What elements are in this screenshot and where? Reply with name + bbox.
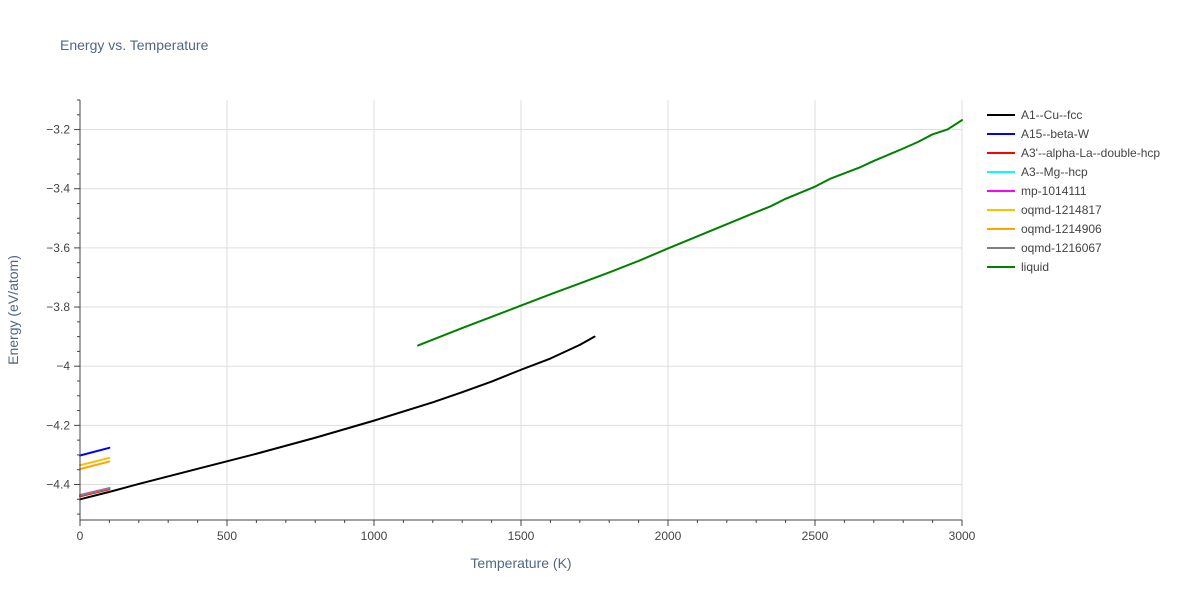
series-line-a15-beta-w (79, 446, 111, 457)
y-tick-label: −3.8 (46, 300, 70, 314)
series-line-liquid (417, 119, 963, 347)
y-tick-label: −3.4 (46, 182, 70, 196)
legend-label: A3--Mg--hcp (1021, 165, 1088, 179)
legend-label: oqmd-1214906 (1021, 222, 1102, 236)
x-tick-label: 2500 (802, 529, 829, 543)
legend-label: mp-1014111 (1021, 184, 1087, 198)
x-tick-label: 0 (77, 529, 84, 543)
x-tick-label: 3000 (949, 529, 976, 543)
series-line-oqmd-1216067 (79, 487, 111, 497)
legend-label: A3'--alpha-La--double-hcp (1021, 146, 1160, 160)
legend-label: A15--beta-W (1021, 127, 1090, 141)
x-tick-label: 1500 (508, 529, 535, 543)
x-tick-label: 2000 (655, 529, 682, 543)
x-axis-title: Temperature (K) (470, 555, 571, 571)
x-tick-label: 500 (217, 529, 237, 543)
y-tick-label: −4.2 (46, 418, 70, 432)
y-axis-ticks: −4.4 −4.2 −4 −3.8 −3.6 −3.4 −3.2 (46, 99, 80, 515)
legend: A1--Cu--fcc A15--beta-W A3'--alpha-La--dou… (987, 108, 1160, 274)
legend-label: oqmd-1216067 (1021, 241, 1102, 255)
legend-label: liquid (1021, 260, 1049, 274)
series-line-oqmd-1214817 (79, 456, 111, 467)
x-axis-ticks: 0 500 1000 1500 2000 2500 3000 (77, 520, 976, 543)
x-tick-label: 1000 (361, 529, 388, 543)
series-line-a1-cu-fcc (79, 335, 596, 501)
series-line-oqmd-1214906 (79, 460, 111, 471)
y-tick-label: −3.2 (46, 123, 70, 137)
y-axis-title: Energy (eV/atom) (5, 255, 21, 365)
y-tick-label: −4 (56, 359, 70, 373)
plot-series (79, 119, 963, 501)
y-tick-label: −3.6 (46, 241, 70, 255)
legend-label: A1--Cu--fcc (1021, 108, 1082, 122)
grid (80, 100, 963, 520)
legend-label: oqmd-1214817 (1021, 203, 1102, 217)
chart-title: Energy vs. Temperature (60, 37, 209, 53)
y-tick-label: −4.4 (46, 478, 70, 492)
